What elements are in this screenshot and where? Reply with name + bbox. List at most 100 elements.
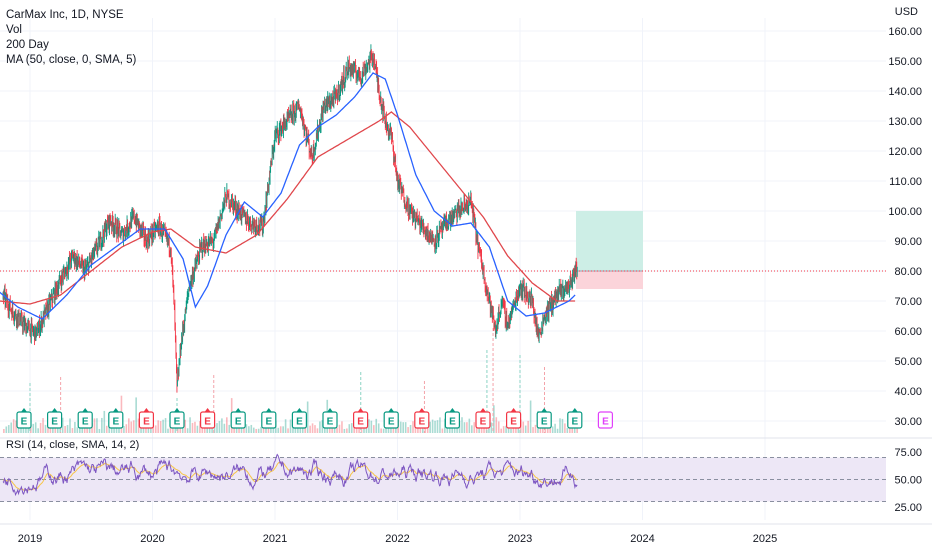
time-tick-label: 2025 (753, 533, 777, 545)
legend-ma50[interactable]: MA (50, close, 0, SMA, 5) (6, 54, 137, 66)
earnings-marker[interactable]: E (475, 408, 491, 429)
legend-ma200[interactable]: 200 Day (6, 39, 49, 51)
earnings-marker[interactable]: E (138, 408, 154, 429)
volume-bar (270, 425, 272, 433)
legend-title[interactable]: CarMax Inc, 1D, NYSE (6, 9, 124, 21)
volume-bar (15, 420, 17, 433)
target-zone[interactable] (576, 211, 643, 271)
volume-bar (7, 425, 10, 433)
rsi-tick-label: 25.00 (894, 502, 922, 514)
earnings-label: E (357, 417, 364, 428)
earnings-marker[interactable]: E (536, 408, 552, 429)
legend-vol[interactable]: Vol (6, 24, 22, 36)
volume-bar (174, 427, 177, 433)
volume-bar (189, 417, 191, 433)
volume-bar (502, 426, 505, 433)
time-tick-label: 2023 (508, 533, 532, 545)
price-tick-label: 160.00 (888, 26, 922, 38)
volume-bar (324, 424, 326, 433)
volume-bar (373, 425, 375, 433)
volume-bar (135, 397, 137, 433)
volume-bar (93, 418, 96, 433)
stop-zone[interactable] (576, 271, 643, 289)
earnings-label: E (296, 417, 303, 428)
volume-bar (54, 426, 57, 433)
volume-bar (306, 401, 309, 433)
price-tick-label: 110.00 (889, 176, 922, 188)
ma50-line[interactable] (0, 72, 576, 320)
volume-bar (353, 423, 355, 433)
volume-bar (157, 420, 159, 433)
volume-bar (248, 426, 250, 433)
price-tick-label: 140.00 (888, 86, 922, 98)
time-tick-label: 2022 (385, 533, 409, 545)
volume-bar (98, 428, 101, 433)
earnings-marker[interactable]: E (597, 411, 614, 429)
volume-bar (407, 427, 409, 433)
volume-bar (554, 423, 556, 433)
time-tick-label: 2021 (263, 533, 287, 545)
volume-bar (311, 423, 314, 433)
rsi-line[interactable] (2, 453, 578, 497)
volume-bar (279, 426, 282, 433)
earnings-marker[interactable]: E (77, 408, 93, 429)
rsi-legend[interactable]: RSI (14, close, SMA, 14, 2) (6, 439, 140, 451)
volume-bar (226, 417, 228, 433)
volume-bar (179, 426, 182, 433)
earnings-marker[interactable]: E (16, 408, 32, 429)
volume-bar (3, 428, 5, 433)
volume-bar (37, 428, 39, 433)
volume-bar (159, 421, 162, 433)
earnings-marker[interactable]: E (414, 408, 430, 429)
earnings-label: E (143, 417, 150, 428)
price-tick-label: 150.00 (888, 56, 922, 68)
price-tick-label: 120.00 (888, 146, 922, 158)
earnings-marker[interactable]: E (169, 408, 185, 429)
time-axis[interactable]: 2019 2020 2021 2022 2023 2024 2025 (18, 533, 777, 545)
earnings-marker[interactable]: E (291, 408, 307, 429)
earnings-marker[interactable]: E (108, 408, 124, 429)
volume-bar (30, 425, 32, 433)
volume-bar (414, 424, 417, 433)
volume-bar (79, 427, 81, 433)
earnings-marker[interactable]: E (506, 408, 522, 429)
earnings-marker[interactable]: E (353, 408, 369, 429)
volume-bar (522, 421, 525, 433)
price-tick-label: 90.00 (894, 236, 922, 248)
earnings-marker[interactable]: E (383, 408, 399, 429)
volume-bar (287, 428, 289, 433)
volume-bar (524, 425, 527, 433)
earnings-marker[interactable]: E (567, 408, 583, 429)
volume-bar (419, 427, 422, 433)
volume-bar (221, 418, 223, 433)
volume-bar (105, 425, 108, 433)
volume-bar (257, 428, 260, 433)
earnings-marker[interactable]: E (261, 408, 277, 429)
volume-bar (497, 421, 500, 433)
ma200-line[interactable] (0, 111, 576, 305)
earnings-marker[interactable]: E (322, 408, 338, 429)
volume-bar (184, 419, 186, 433)
volume-bar (132, 420, 135, 433)
earnings-marker[interactable]: E (444, 408, 460, 429)
volume-bar (338, 424, 341, 433)
volume-bar (321, 420, 324, 433)
volume-bar (101, 417, 103, 433)
volume-bar (309, 425, 311, 433)
earnings-marker[interactable]: E (46, 408, 63, 429)
volume-bar (485, 425, 488, 433)
earnings-marker[interactable]: E (230, 408, 246, 429)
price-axis[interactable]: 30.00 40.00 50.00 60.00 70.00 80.00 90.00 100.0… (888, 26, 922, 428)
volume-bar (429, 421, 431, 433)
volume-bar (74, 421, 76, 433)
volume-bar (478, 428, 480, 433)
volume-bar (61, 417, 64, 433)
volume-bar (34, 422, 37, 433)
volume-bar (341, 421, 343, 433)
volume-bar (255, 428, 257, 433)
volume-bar (564, 423, 566, 433)
volume-bar (316, 428, 319, 433)
earnings-marker[interactable]: E (200, 408, 216, 429)
